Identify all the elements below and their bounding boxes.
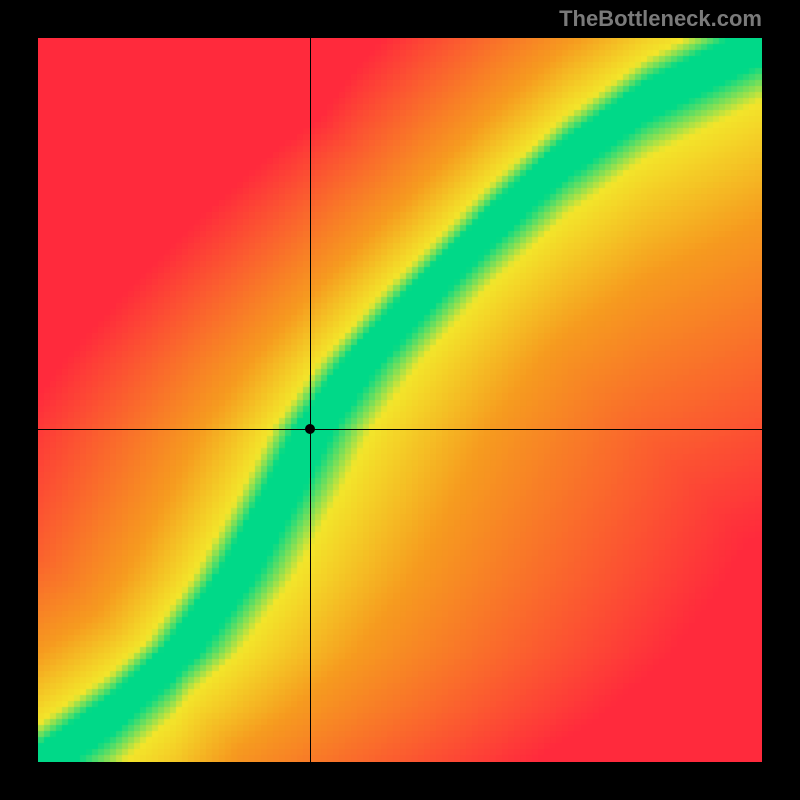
heatmap-canvas [38, 38, 762, 762]
watermark-text: TheBottleneck.com [559, 6, 762, 32]
crosshair-vertical [310, 38, 311, 762]
plot-area [38, 38, 762, 762]
crosshair-marker-dot [305, 424, 315, 434]
crosshair-horizontal [38, 429, 762, 430]
